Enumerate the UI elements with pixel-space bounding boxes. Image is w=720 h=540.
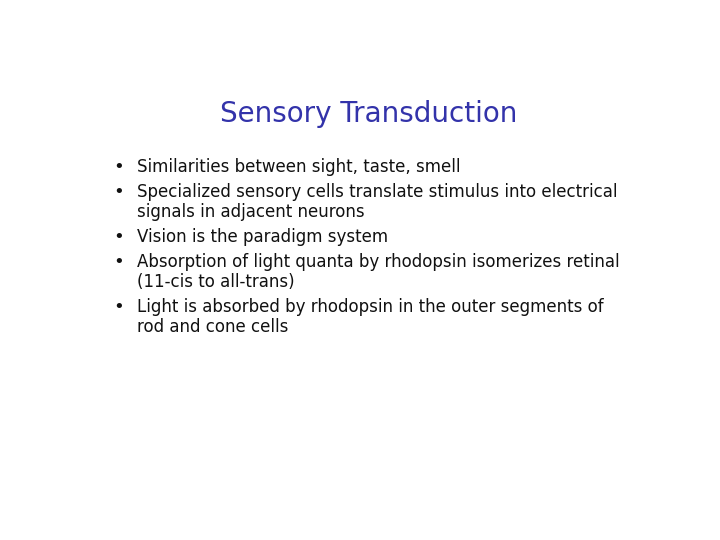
Text: Vision is the paradigm system: Vision is the paradigm system [138, 228, 389, 246]
Text: (11-cis to all-trans): (11-cis to all-trans) [138, 273, 295, 291]
Text: Specialized sensory cells translate stimulus into electrical: Specialized sensory cells translate stim… [138, 183, 618, 201]
Text: •: • [114, 298, 125, 316]
Text: rod and cone cells: rod and cone cells [138, 318, 289, 336]
Text: •: • [114, 183, 125, 201]
Text: Sensory Transduction: Sensory Transduction [220, 100, 518, 128]
Text: •: • [114, 158, 125, 177]
Text: Light is absorbed by rhodopsin in the outer segments of: Light is absorbed by rhodopsin in the ou… [138, 298, 604, 316]
Text: Similarities between sight, taste, smell: Similarities between sight, taste, smell [138, 158, 461, 177]
Text: signals in adjacent neurons: signals in adjacent neurons [138, 203, 365, 221]
Text: •: • [114, 228, 125, 246]
Text: Absorption of light quanta by rhodopsin isomerizes retinal: Absorption of light quanta by rhodopsin … [138, 253, 620, 271]
Text: •: • [114, 253, 125, 271]
